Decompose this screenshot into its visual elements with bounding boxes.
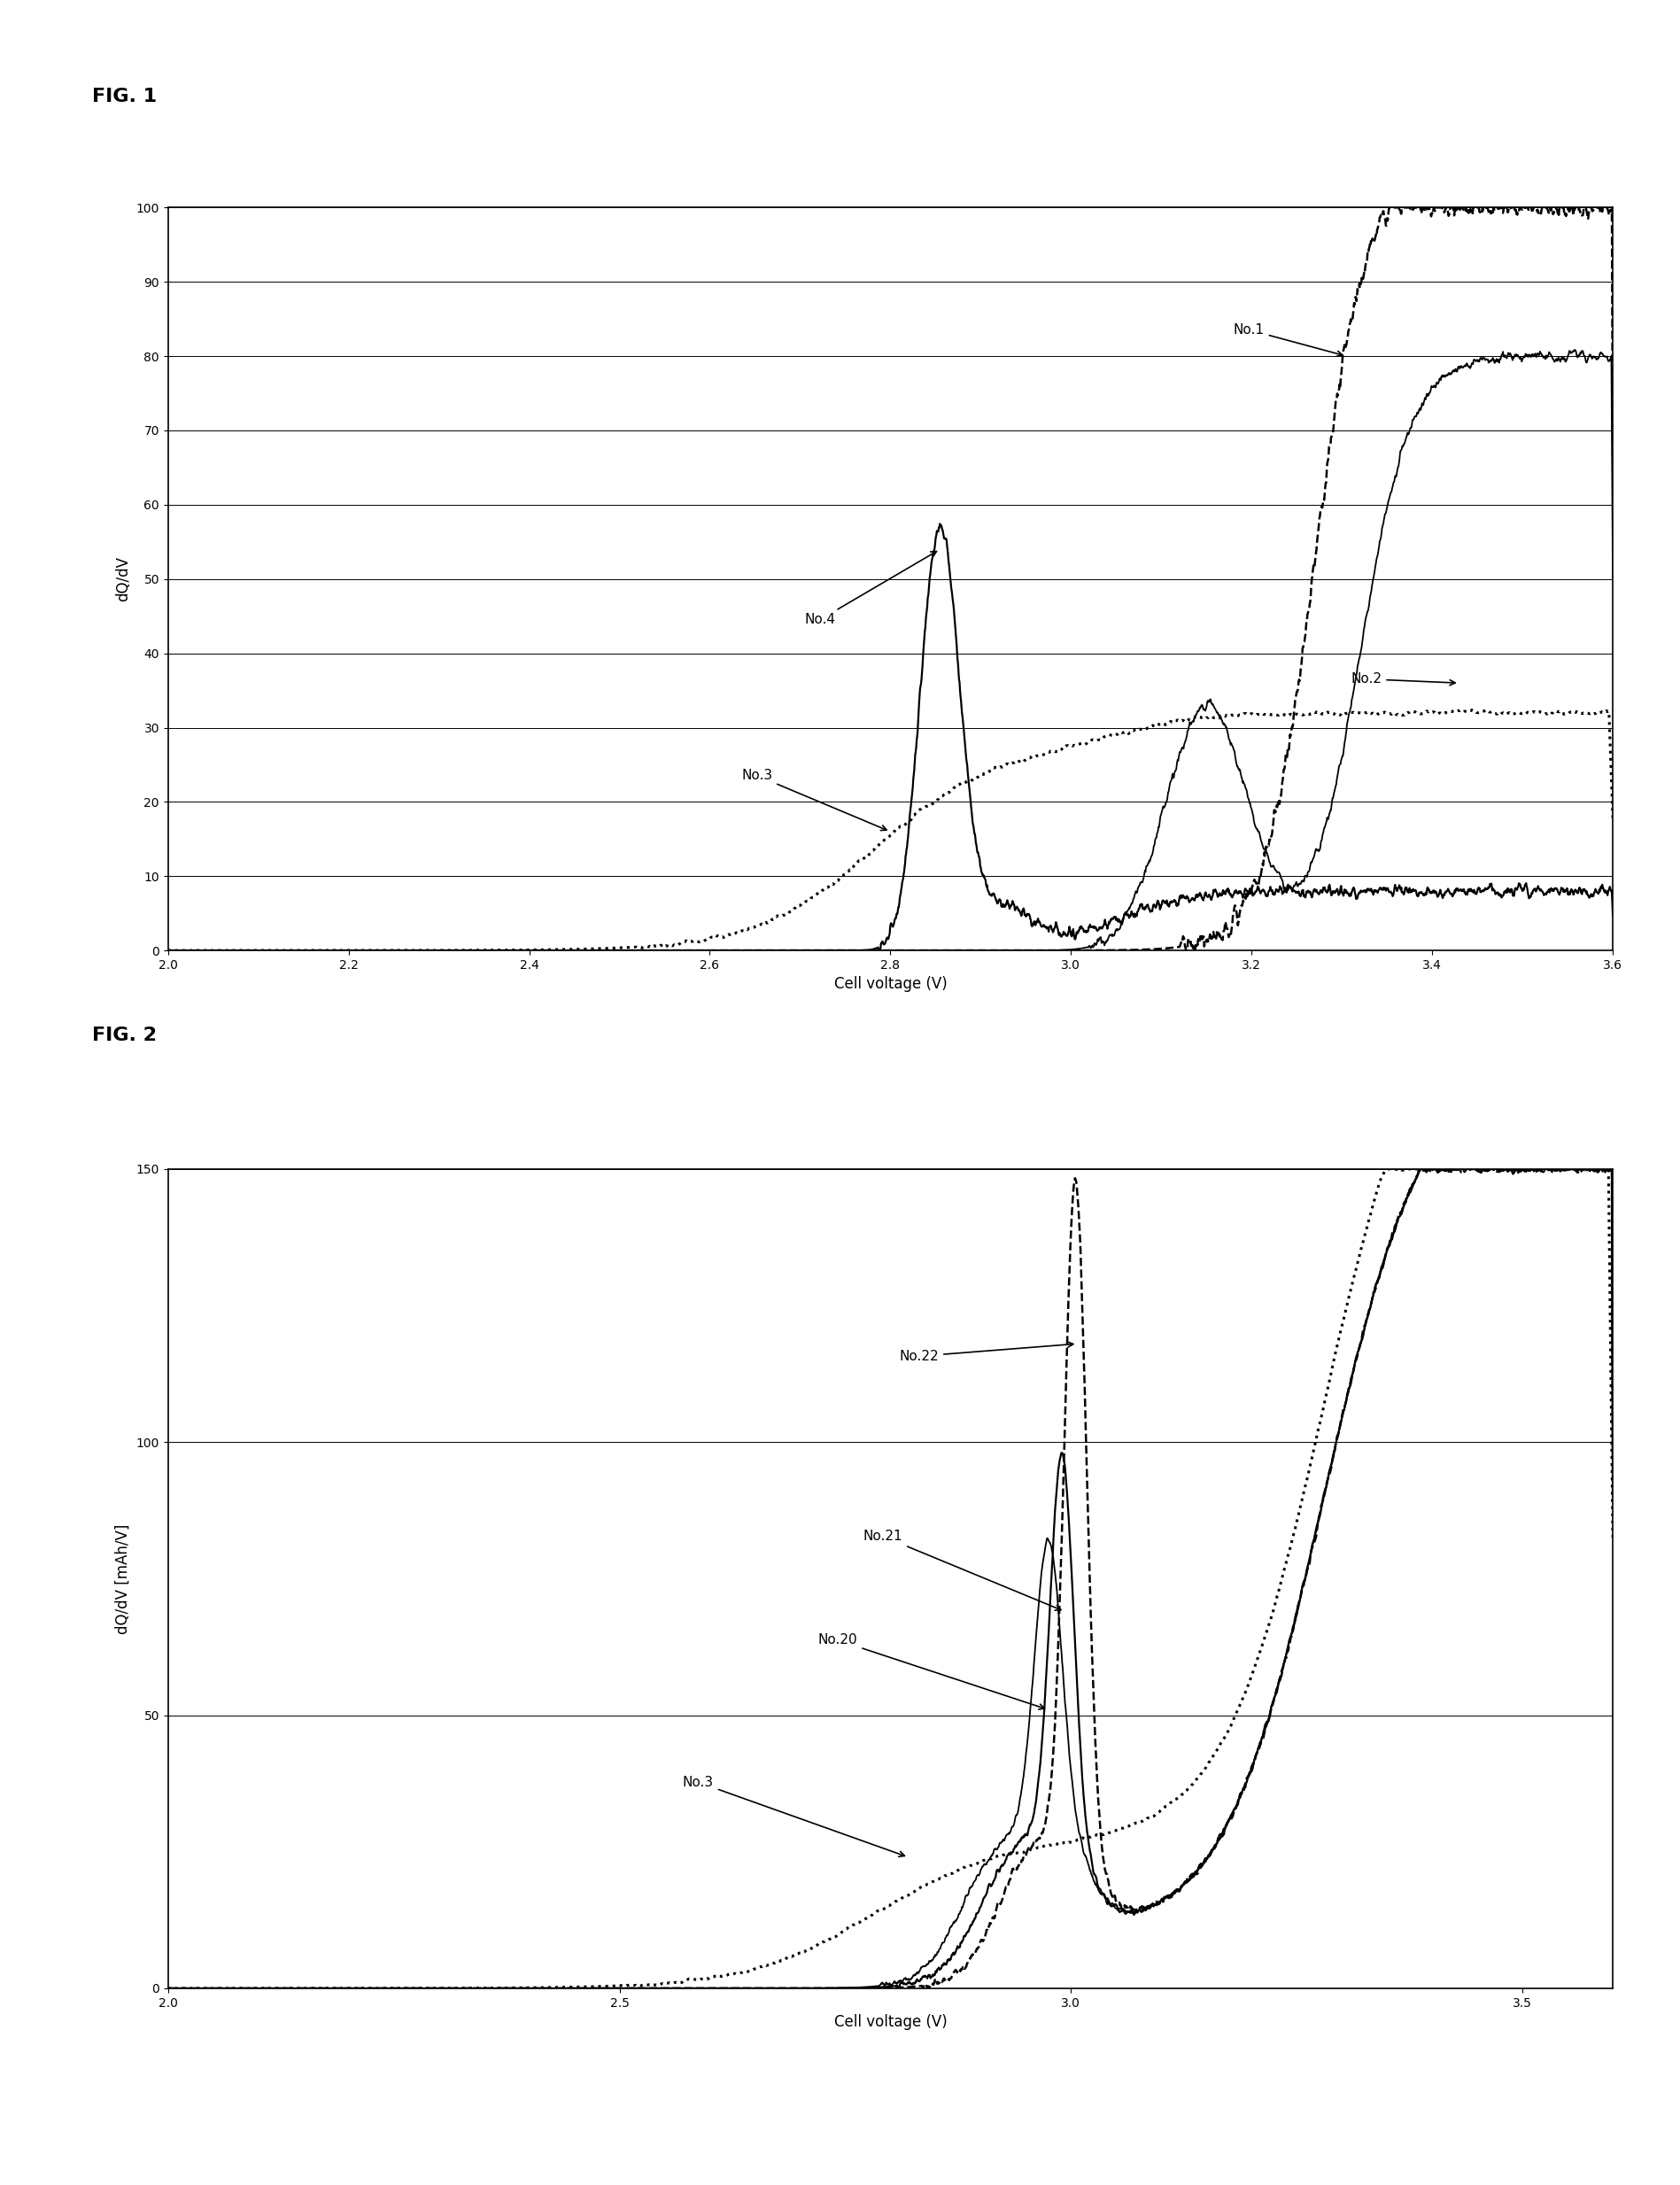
Text: No.1: No.1 [1233,323,1342,356]
Y-axis label: dQ/dV [mAh/V]: dQ/dV [mAh/V] [116,1523,131,1634]
Text: No.20: No.20 [818,1634,1045,1709]
Text: FIG. 2: FIG. 2 [92,1027,156,1044]
Text: FIG. 1: FIG. 1 [92,87,158,105]
X-axis label: Cell voltage (V): Cell voltage (V) [833,2015,948,2030]
Text: No.2: No.2 [1351,673,1455,686]
X-axis label: Cell voltage (V): Cell voltage (V) [833,977,948,992]
Y-axis label: dQ/dV: dQ/dV [116,557,131,601]
Text: No.3: No.3 [682,1776,904,1857]
Text: No.22: No.22 [899,1342,1074,1363]
Text: No.3: No.3 [741,769,887,830]
Text: No.21: No.21 [864,1530,1060,1610]
Text: No.4: No.4 [805,551,936,627]
